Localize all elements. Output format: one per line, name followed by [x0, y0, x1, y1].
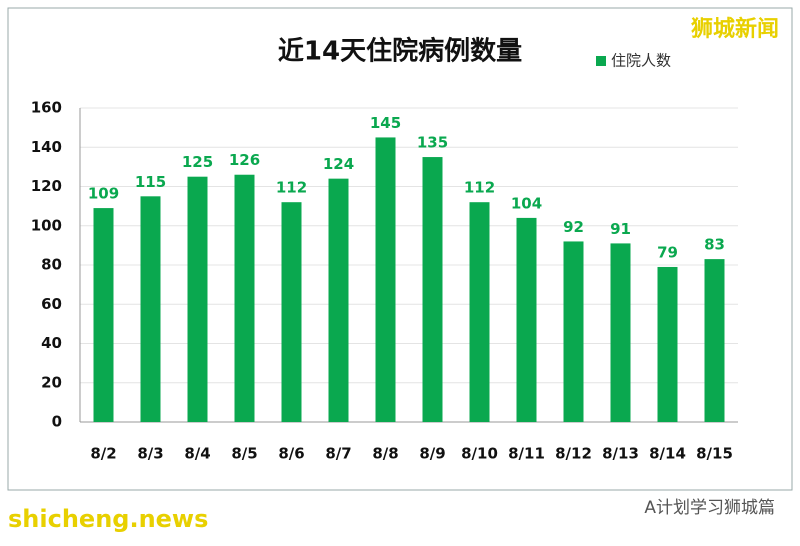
bar — [563, 241, 584, 422]
data-label: 126 — [229, 151, 260, 169]
data-label: 92 — [563, 218, 584, 236]
x-tick-label: 8/3 — [137, 445, 163, 463]
y-tick-label: 60 — [41, 295, 62, 313]
data-label: 79 — [657, 243, 678, 261]
y-tick-label: 20 — [41, 373, 62, 391]
x-tick-label: 8/14 — [649, 445, 686, 463]
footer-site: shicheng.news — [8, 505, 208, 533]
data-label: 145 — [370, 114, 401, 132]
data-label: 135 — [417, 134, 448, 152]
x-tick-label: 8/9 — [419, 445, 445, 463]
data-label: 83 — [704, 236, 725, 254]
bar — [93, 208, 114, 422]
y-tick-label: 160 — [31, 99, 62, 117]
data-label: 109 — [88, 185, 119, 203]
bar — [657, 266, 678, 422]
x-tick-label: 8/5 — [231, 445, 257, 463]
data-label: 112 — [464, 179, 495, 197]
x-tick-label: 8/11 — [508, 445, 545, 463]
legend-label: 住院人数 — [611, 52, 671, 70]
y-tick-label: 0 — [52, 413, 62, 431]
x-tick-label: 8/7 — [325, 445, 351, 463]
x-tick-label: 8/8 — [372, 445, 398, 463]
x-tick-label: 8/15 — [696, 445, 733, 463]
bar — [328, 178, 349, 422]
bar — [281, 202, 302, 422]
bar — [234, 174, 255, 422]
footer-account: A计划学习狮城篇 — [644, 498, 775, 518]
bar — [187, 176, 208, 422]
watermark: 狮城新闻 — [691, 16, 779, 42]
bar — [140, 196, 161, 422]
y-tick-label: 140 — [31, 138, 62, 156]
bar — [469, 202, 490, 422]
bar — [422, 157, 443, 422]
y-tick-label: 40 — [41, 334, 62, 352]
data-label: 124 — [323, 155, 354, 173]
x-tick-label: 8/13 — [602, 445, 639, 463]
data-label: 115 — [135, 173, 166, 191]
y-tick-label: 120 — [31, 177, 62, 195]
bar — [704, 259, 725, 422]
data-label: 91 — [610, 220, 631, 238]
data-label: 104 — [511, 194, 542, 212]
y-tick-label: 100 — [31, 216, 62, 234]
bar — [516, 217, 537, 422]
x-tick-label: 8/6 — [278, 445, 304, 463]
x-tick-label: 8/4 — [184, 445, 210, 463]
x-tick-label: 8/12 — [555, 445, 592, 463]
data-label: 112 — [276, 179, 307, 197]
y-tick-label: 80 — [41, 256, 62, 274]
x-tick-label: 8/2 — [90, 445, 116, 463]
bar — [375, 137, 396, 422]
legend-swatch — [596, 56, 606, 66]
chart-title: 近14天住院病例数量 — [278, 36, 522, 67]
x-tick-label: 8/10 — [461, 445, 498, 463]
data-label: 125 — [182, 153, 213, 171]
bar — [610, 243, 631, 422]
